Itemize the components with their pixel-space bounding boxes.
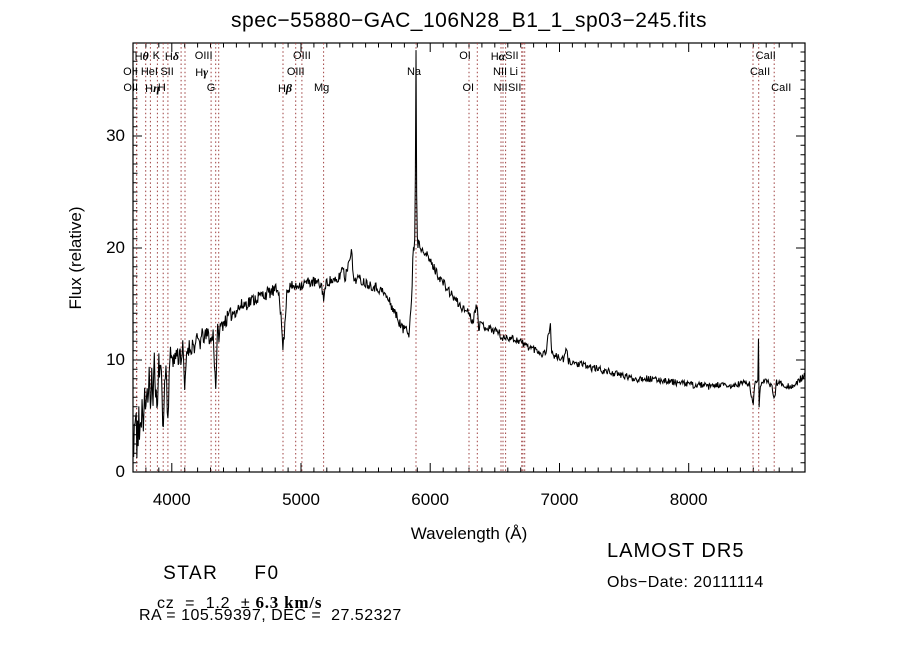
spectral-line-label-li-6708: Li <box>509 66 518 78</box>
spectral-line-label-oiii-4959: OIII <box>286 66 305 78</box>
spectral-line-label-oii-3729: OII <box>123 82 139 94</box>
y-axis-label: Flux (relative) <box>66 206 85 310</box>
y-tick-label: 30 <box>106 126 125 145</box>
y-tick-label: 0 <box>115 462 125 481</box>
spectral-line-label-caii-8542: CaII <box>755 50 776 62</box>
spectral-line-label-hβ-4861: Hβ <box>277 81 293 95</box>
y-tick-label: 20 <box>106 238 125 257</box>
spectral-line-label-hδ-4102: Hδ <box>164 49 179 63</box>
spectral-line-label-caii-8662: CaII <box>771 82 792 94</box>
spectral-line-label-g-4304: G <box>206 82 216 94</box>
spectral-line-label-oiii-5007: OIII <box>293 50 311 62</box>
ra-dec-line: RA = 105.59397, DEC = 27.52327 <box>139 607 402 624</box>
classification-line: STAR F0 <box>136 541 280 607</box>
class-label: STAR <box>163 563 219 584</box>
spectral-line-markers <box>136 43 775 472</box>
spectral-line-label-k-3934: K <box>152 50 160 62</box>
subclass-label: F0 <box>254 563 280 584</box>
spectral-line-label-hei-3889: HeI <box>140 66 158 78</box>
spectral-line-label-hη-3835: Hη <box>145 81 160 95</box>
plot-title: spec−55880−GAC_106N28_B1_1_sp03−245.fits <box>231 9 707 32</box>
spectrum-trace <box>132 50 806 458</box>
spectral-line-label-oiii-4363: OIII <box>194 50 213 62</box>
spectral-line-label-oi-6300: OI <box>459 50 471 62</box>
cz-value: 6.3 km/s <box>255 593 323 612</box>
spectral-line-label-oii-3727: OII <box>123 66 138 78</box>
spectral-line-label-sii-6731: SII <box>507 82 522 94</box>
x-tick-label: 8000 <box>669 490 708 509</box>
cz-prefix: cz = 1.2 ± <box>156 595 251 612</box>
cz-line: cz = 1.2 ±6.3 km/s <box>136 575 322 631</box>
spectral-line-label-hγ-4340: Hγ <box>195 65 209 79</box>
spectral-line-label-sii-4072: SII <box>160 66 174 78</box>
spectral-line-label-hθ-3798: Hθ <box>134 49 149 63</box>
survey-label: LAMOST DR5 <box>607 540 745 562</box>
x-tick-label: 5000 <box>282 490 320 509</box>
spectral-line-label-mg-5175: Mg <box>313 82 330 94</box>
y-tick-label: 10 <box>106 350 125 369</box>
obs-date-label: Obs−Date: 20111114 <box>607 574 764 591</box>
spectral-line-label-hα-6563: Hα <box>490 49 506 63</box>
spectral-line-label-oi-6364: OI <box>462 82 475 94</box>
x-axis-label: Wavelength (Å) <box>410 524 528 543</box>
spectral-line-label-nii-6548: NII <box>493 66 508 78</box>
spectral-line-label-na-5890: Na <box>406 66 422 78</box>
spectral-line-label-caii-8498: CaII <box>749 66 771 78</box>
spectral-line-label-h-3970: H <box>157 82 166 94</box>
spectral-line-label-sii-6717: SII <box>505 50 519 62</box>
spectral-line-label-nii-6583: NII <box>493 82 508 94</box>
x-tick-label: 4000 <box>152 490 191 509</box>
x-tick-label: 6000 <box>411 490 450 509</box>
x-tick-label: 7000 <box>540 490 579 509</box>
